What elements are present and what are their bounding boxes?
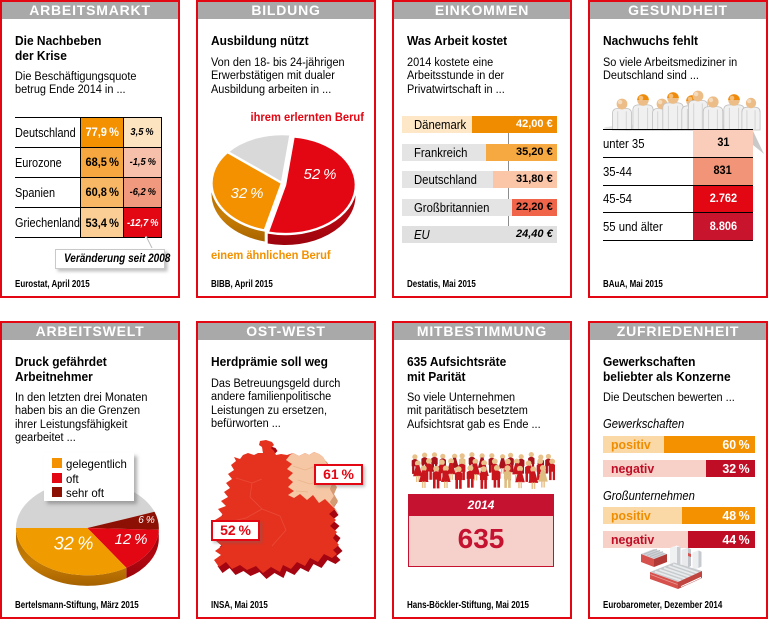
svg-text:52 %: 52 % — [303, 166, 336, 183]
svg-text:12 %: 12 % — [114, 531, 147, 548]
svg-text:32 %: 32 % — [54, 533, 94, 553]
svg-text:32 %: 32 % — [230, 185, 263, 202]
svg-text:6 %: 6 % — [138, 515, 155, 526]
